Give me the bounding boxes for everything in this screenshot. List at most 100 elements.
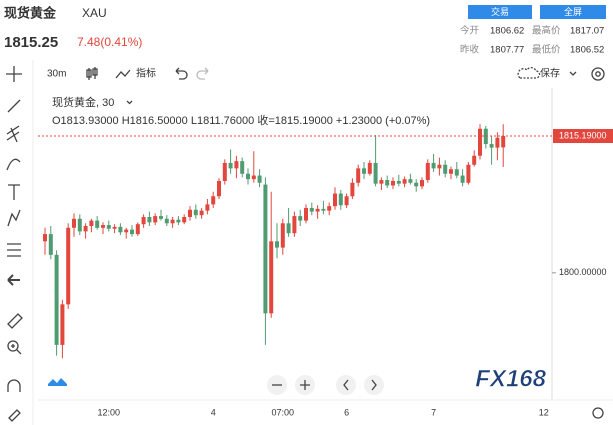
candle-body [483, 128, 488, 145]
candle-body [234, 161, 239, 169]
zoom-controls[interactable] [267, 375, 384, 395]
candle-body [454, 169, 459, 176]
candle-body [414, 182, 419, 187]
trade-button[interactable] [468, 5, 532, 19]
candle-body [60, 304, 65, 345]
indicators[interactable]: 指标 [136, 67, 156, 80]
candle-body [321, 208, 326, 211]
fullscreen-button-label[interactable]: 全屏 [564, 6, 582, 17]
candle-body [43, 234, 47, 242]
candle-body [257, 175, 262, 183]
candle-body [164, 218, 169, 224]
candle-body [466, 164, 471, 183]
candle-body [188, 209, 192, 217]
candle-body [135, 224, 140, 235]
candle-body [118, 226, 123, 233]
axis-settings[interactable] [592, 407, 604, 419]
candle-body [472, 155, 477, 165]
candle-body [292, 216, 297, 234]
candle-body [170, 219, 175, 224]
candle-body [54, 254, 59, 345]
instrument-code: XAU [82, 6, 107, 20]
candle-body [141, 216, 146, 225]
settings[interactable] [591, 67, 605, 81]
undo[interactable] [175, 67, 188, 80]
candle-body [124, 229, 129, 233]
candle-body [385, 180, 390, 186]
save-icon[interactable] [517, 66, 541, 79]
stat-label: 今开 [460, 25, 480, 37]
candle-body [222, 162, 227, 181]
candle-body [286, 223, 291, 234]
candle-body [72, 218, 76, 228]
candle-body [48, 234, 53, 255]
candle-body [402, 179, 407, 184]
last-price-label: 1815.19000 [559, 130, 607, 140]
candle-body [408, 179, 413, 183]
price-change: 7.48(0.41%) [77, 35, 142, 49]
candle-body [112, 226, 117, 229]
title-dropdown[interactable] [126, 100, 133, 105]
candle-body [391, 180, 395, 186]
candle-body [356, 168, 361, 183]
candle-body [489, 144, 494, 148]
x-tick-label: 7 [431, 407, 436, 417]
trade-button-label[interactable]: 交易 [491, 6, 509, 17]
candle-body [478, 128, 482, 156]
candle-body [425, 162, 430, 181]
candle-body [350, 182, 355, 197]
candle-body [246, 173, 250, 180]
candle-body [182, 216, 187, 223]
watermark: FX168 [475, 365, 546, 392]
candle-body [153, 216, 158, 223]
stat-label: 最低价 [532, 44, 561, 56]
candle-body [443, 164, 448, 174]
scroll-left[interactable] [336, 375, 356, 395]
candle-body [309, 207, 314, 212]
fullscreen-button[interactable] [540, 5, 606, 19]
x-tick-label: 12:00 [98, 407, 121, 417]
candle-body [373, 162, 378, 184]
candle-body [147, 216, 152, 223]
settings-center [595, 71, 601, 77]
candle-body [263, 184, 268, 314]
candle-body [83, 225, 88, 232]
candle-body [106, 225, 111, 229]
candle-body [338, 193, 343, 206]
candle-body [159, 216, 163, 219]
candle-body [449, 169, 453, 174]
candle-body [89, 220, 94, 226]
candle-body [95, 220, 100, 228]
candle-body [362, 168, 366, 174]
candle-body [315, 208, 320, 212]
candle-body [304, 207, 308, 221]
candle-body [66, 227, 71, 305]
candle-body [77, 218, 82, 232]
save[interactable]: 保存 [540, 67, 560, 80]
interval[interactable]: 30m [47, 69, 66, 80]
redo[interactable] [196, 67, 209, 80]
indicator-icon[interactable] [115, 69, 131, 79]
candle-body [199, 210, 204, 216]
scroll-right[interactable] [364, 375, 384, 395]
save-dropdown[interactable] [569, 71, 577, 76]
candle-body [176, 219, 181, 223]
candle-body [420, 180, 424, 187]
chart-type-icon[interactable] [86, 67, 98, 80]
candle-body [130, 229, 134, 235]
x-tick-label: 07:00 [272, 407, 295, 417]
stat-label: 昨收 [460, 44, 480, 56]
candle-body [431, 162, 436, 169]
x-tick-label: 12 [539, 407, 549, 417]
drawing-tools[interactable] [6, 66, 23, 422]
candle-body [327, 206, 332, 211]
candle-body [211, 196, 216, 205]
candle-body [298, 216, 303, 221]
x-tick-label: 4 [211, 407, 216, 417]
last-price: 1815.25 [4, 34, 58, 51]
stat-value: 1806.52 [570, 45, 604, 56]
stat-value: 1807.77 [490, 45, 524, 56]
x-tick-label: 6 [344, 407, 349, 417]
last-price-tag [553, 129, 613, 144]
